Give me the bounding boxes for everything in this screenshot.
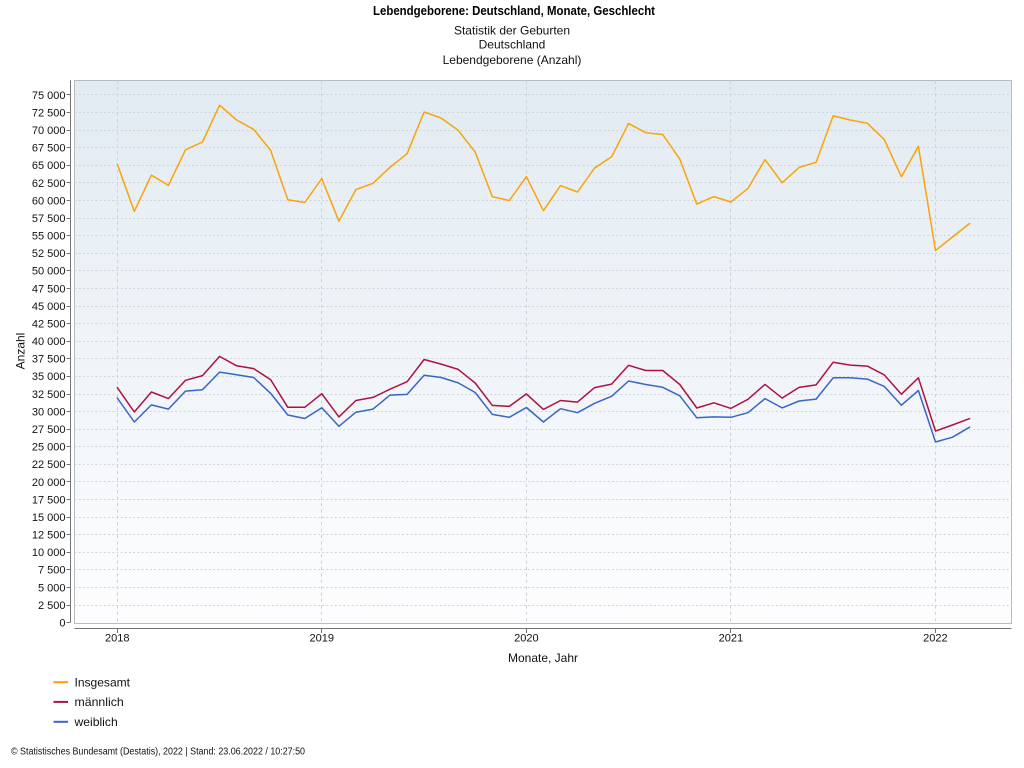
svg-text:57 500: 57 500 (32, 213, 66, 225)
svg-text:weiblich: weiblich (73, 715, 117, 729)
svg-text:40 000: 40 000 (32, 336, 66, 348)
svg-text:Deutschland: Deutschland (479, 38, 546, 52)
svg-text:10 000: 10 000 (32, 547, 66, 559)
svg-text:2022: 2022 (923, 633, 947, 645)
svg-text:2019: 2019 (310, 633, 334, 645)
svg-text:© Statistisches Bundesamt (Des: © Statistisches Bundesamt (Destatis), 20… (11, 747, 305, 758)
svg-text:5 000: 5 000 (38, 582, 66, 594)
svg-text:75 000: 75 000 (32, 90, 66, 102)
svg-text:70 000: 70 000 (32, 125, 66, 137)
svg-text:17 500: 17 500 (32, 494, 66, 506)
svg-text:45 000: 45 000 (32, 301, 66, 313)
svg-text:42 500: 42 500 (32, 319, 66, 331)
svg-text:50 000: 50 000 (32, 266, 66, 278)
svg-text:32 500: 32 500 (32, 389, 66, 401)
svg-text:62 500: 62 500 (32, 178, 66, 190)
svg-text:Statistik der Geburten: Statistik der Geburten (454, 24, 570, 38)
svg-text:25 000: 25 000 (32, 442, 66, 454)
svg-text:Monate, Jahr: Monate, Jahr (508, 651, 578, 665)
svg-text:67 500: 67 500 (32, 143, 66, 155)
svg-text:männlich: männlich (75, 695, 124, 709)
svg-text:Insgesamt: Insgesamt (75, 676, 131, 690)
svg-text:65 000: 65 000 (32, 160, 66, 172)
svg-text:7 500: 7 500 (38, 565, 66, 577)
svg-text:15 000: 15 000 (32, 512, 66, 524)
svg-text:0: 0 (59, 618, 65, 630)
svg-text:2 500: 2 500 (38, 600, 66, 612)
svg-text:2020: 2020 (514, 633, 538, 645)
svg-text:72 500: 72 500 (32, 107, 66, 119)
svg-text:55 000: 55 000 (32, 231, 66, 243)
svg-text:2021: 2021 (719, 633, 743, 645)
svg-text:27 500: 27 500 (32, 424, 66, 436)
svg-text:22 500: 22 500 (32, 459, 66, 471)
svg-text:60 000: 60 000 (32, 195, 66, 207)
svg-text:52 500: 52 500 (32, 248, 66, 260)
svg-text:30 000: 30 000 (32, 406, 66, 418)
svg-text:Lebendgeborene (Anzahl): Lebendgeborene (Anzahl) (443, 53, 582, 67)
svg-text:37 500: 37 500 (32, 354, 66, 366)
svg-text:12 500: 12 500 (32, 530, 66, 542)
svg-text:Anzahl: Anzahl (14, 333, 28, 370)
svg-text:2018: 2018 (105, 633, 129, 645)
svg-text:35 000: 35 000 (32, 371, 66, 383)
svg-text:47 500: 47 500 (32, 283, 66, 295)
svg-text:20 000: 20 000 (32, 477, 66, 489)
svg-text:Lebendgeborene: Deutschland, M: Lebendgeborene: Deutschland, Monate, Ges… (373, 3, 656, 18)
